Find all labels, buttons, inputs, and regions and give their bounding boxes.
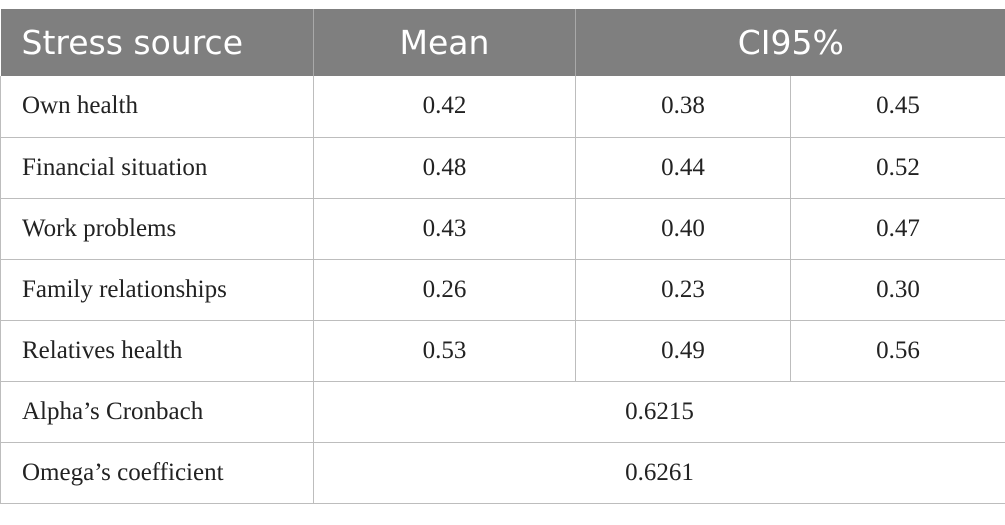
table-row: Family relationships 0.26 0.23 0.30 <box>0 258 1005 321</box>
summary-label: Alpha’s Cronbach <box>0 380 314 443</box>
summary-value: 0.6215 <box>313 380 1005 443</box>
table-row: Financial situation 0.48 0.44 0.52 <box>0 136 1005 199</box>
row-label: Work problems <box>0 197 314 260</box>
header-stress-source: Stress source <box>0 9 314 76</box>
summary-row-omega: Omega’s coefficient 0.6261 <box>0 441 1005 504</box>
ci-lower-value: 0.49 <box>575 319 791 382</box>
ci-lower-value: 0.44 <box>575 136 791 199</box>
header-ci95: CI95% <box>575 9 1005 76</box>
ci-upper-value: 0.45 <box>790 76 1005 138</box>
ci-upper-value: 0.30 <box>790 258 1005 321</box>
table-row: Own health 0.42 0.38 0.45 <box>0 76 1005 138</box>
ci-lower-value: 0.23 <box>575 258 791 321</box>
summary-value: 0.6261 <box>313 441 1005 504</box>
row-label: Financial situation <box>0 136 314 199</box>
table-body: Own health 0.42 0.38 0.45 Financial situ… <box>0 76 1005 504</box>
ci-lower-value: 0.38 <box>575 76 791 138</box>
table-header: Stress source Mean CI95% <box>0 9 1005 76</box>
table-row: Work problems 0.43 0.40 0.47 <box>0 197 1005 260</box>
table-row: Relatives health 0.53 0.49 0.56 <box>0 319 1005 382</box>
header-mean: Mean <box>313 9 576 76</box>
row-label: Own health <box>0 76 314 138</box>
ci-upper-value: 0.52 <box>790 136 1005 199</box>
summary-label: Omega’s coefficient <box>0 441 314 504</box>
stress-source-table: Stress source Mean CI95% Own health 0.42… <box>0 9 1005 504</box>
mean-value: 0.42 <box>313 76 576 138</box>
ci-lower-value: 0.40 <box>575 197 791 260</box>
mean-value: 0.48 <box>313 136 576 199</box>
row-label: Family relationships <box>0 258 314 321</box>
mean-value: 0.53 <box>313 319 576 382</box>
header-row: Stress source Mean CI95% <box>0 9 1005 76</box>
row-label: Relatives health <box>0 319 314 382</box>
ci-upper-value: 0.47 <box>790 197 1005 260</box>
ci-upper-value: 0.56 <box>790 319 1005 382</box>
mean-value: 0.43 <box>313 197 576 260</box>
mean-value: 0.26 <box>313 258 576 321</box>
summary-row-alpha: Alpha’s Cronbach 0.6215 <box>0 380 1005 443</box>
